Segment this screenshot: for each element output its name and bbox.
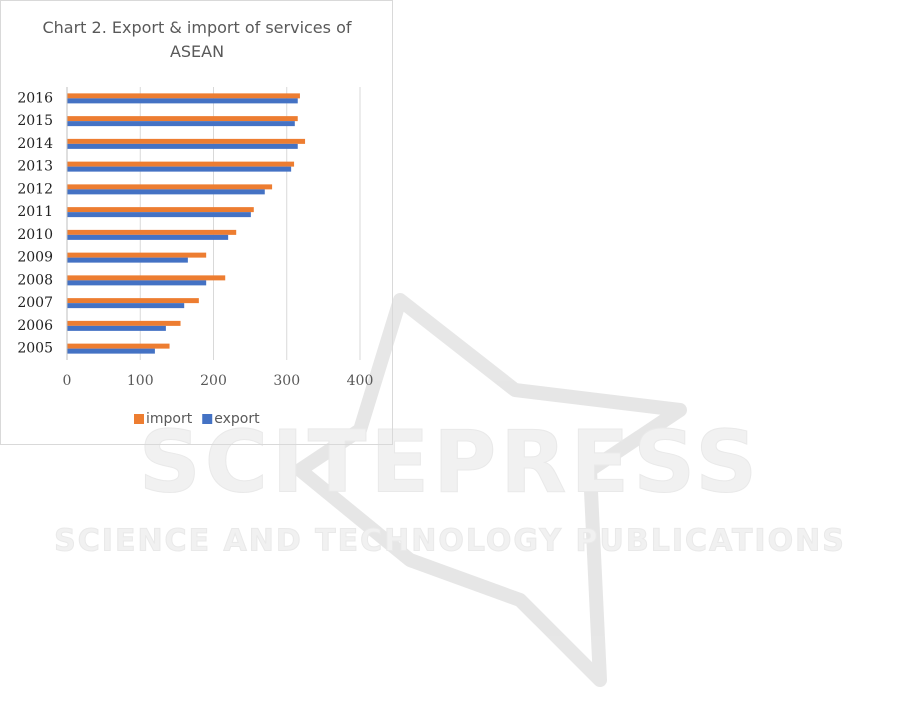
bar: [67, 207, 254, 213]
chart-title: Chart 2. Export & import of services of …: [42, 18, 352, 61]
bar: [67, 234, 229, 240]
bar: [67, 184, 273, 190]
bar: [67, 252, 207, 258]
y-tick-label: 2009: [17, 250, 53, 266]
bar: [67, 98, 298, 104]
y-tick-label: 2006: [17, 318, 53, 334]
y-tick-label: 2015: [17, 113, 53, 129]
y-tick-label: 2012: [17, 181, 53, 197]
bar: [67, 161, 295, 167]
watermark: SCITEPRESS SCIENCE AND TECHNOLOGY PUBLIC…: [54, 293, 846, 687]
y-tick-label: 2008: [17, 272, 53, 288]
bar: [67, 303, 185, 309]
bar: [67, 348, 155, 354]
legend-label: export: [214, 411, 260, 427]
legend-swatch: [134, 414, 144, 424]
watermark-subtitle: SCIENCE AND TECHNOLOGY PUBLICATIONS: [54, 524, 846, 559]
bar: [67, 257, 188, 263]
y-tick-label: 2016: [17, 90, 53, 106]
y-tick-label: 2007: [17, 295, 53, 311]
y-tick-label: 2014: [17, 136, 53, 152]
x-tick-label: 100: [127, 373, 154, 389]
y-tick-label: 2010: [17, 227, 53, 243]
bar: [67, 121, 295, 127]
bar: [67, 189, 265, 195]
bar: [67, 298, 199, 304]
bar: [67, 229, 237, 235]
x-tick-label: 400: [347, 373, 374, 389]
x-tick-label: 300: [273, 373, 300, 389]
x-tick-label: 200: [200, 373, 227, 389]
bar: [67, 212, 251, 218]
x-tick-label: 0: [63, 373, 72, 389]
bar: [67, 280, 207, 286]
watermark-title: SCITEPRESS: [139, 412, 761, 512]
bar: [67, 143, 298, 149]
legend-label: import: [146, 411, 193, 427]
y-tick-label: 2013: [17, 159, 53, 175]
bar: [67, 138, 306, 144]
y-tick-label: 2005: [17, 341, 53, 357]
y-tick-label: 2011: [17, 204, 53, 220]
bar: [67, 320, 181, 326]
chart-border: [0, 0, 393, 445]
bar: [67, 116, 298, 122]
legend-swatch: [202, 414, 213, 424]
watermark-shape: [293, 293, 687, 687]
bar: [67, 325, 166, 331]
bar: [67, 275, 226, 281]
bar: [67, 93, 300, 99]
bar: [67, 166, 292, 172]
bar: [67, 343, 170, 349]
